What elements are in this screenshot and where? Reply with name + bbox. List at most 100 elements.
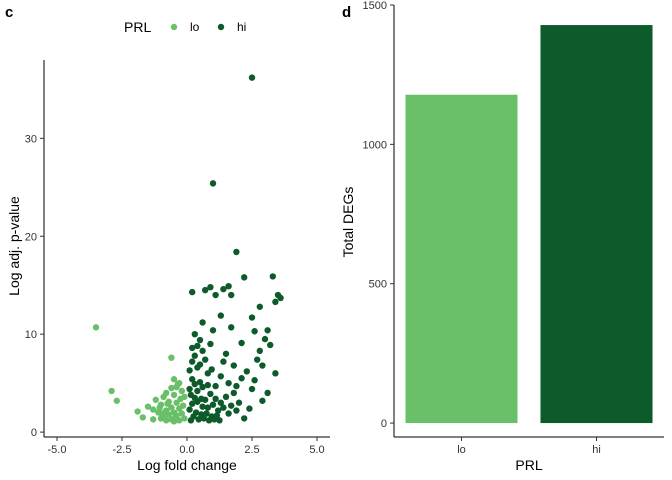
scatter-point-hi (191, 330, 198, 338)
scatter-point-hi (220, 404, 227, 411)
scatter-point-hi (222, 350, 230, 357)
scatter-point-lo (150, 416, 157, 423)
scatter-point-hi (209, 327, 217, 334)
scatter-point-lo (164, 400, 171, 407)
bars (405, 25, 653, 424)
scatter-point-hi (220, 285, 227, 293)
scatter-point-hi (213, 412, 221, 419)
scatter-point-hi (207, 340, 214, 348)
bar-y-tick-label: 1000 (363, 139, 387, 151)
scatter-point-hi (233, 248, 240, 256)
scatter-point-hi (259, 362, 266, 369)
scatter-point-hi (186, 367, 193, 374)
scatter-point-hi (251, 377, 258, 384)
scatter-y-tick-label: 30 (25, 133, 37, 145)
bar-y-tick-label: 1500 (363, 0, 387, 12)
bar-x-tick-label-lo: lo (457, 444, 466, 456)
bar-y-ticks: 0 500 1000 1500 (363, 0, 394, 430)
scatter-point-hi (189, 376, 196, 383)
scatter-point-hi (204, 381, 211, 389)
scatter-point-hi (256, 347, 263, 355)
scatter-point-hi (233, 382, 240, 390)
scatter-point-hi (217, 373, 224, 380)
scatter-point-lo (139, 414, 146, 421)
scatter-point-hi (243, 368, 250, 375)
scatter-point-hi (186, 406, 193, 413)
bar-y-axis-title: Total DEGs (340, 187, 356, 258)
scatter-x-tick-label: 2.5 (244, 444, 259, 456)
scatter-point-hi (199, 319, 206, 326)
scatter-point-hi (228, 291, 235, 299)
scatter-point-hi (199, 383, 206, 391)
scatter-y-axis-title: Log adj. p-value (6, 196, 22, 296)
scatter-point-hi (238, 339, 245, 347)
scatter-point-lo (181, 415, 188, 422)
scatter-point-hi (248, 74, 256, 81)
scatter-point-hi (189, 288, 196, 296)
scatter-legend: PRL lo hi (124, 19, 246, 35)
scatter-point-hi (220, 358, 227, 365)
scatter-point-lo (144, 403, 152, 410)
scatter-point-lo (178, 410, 185, 417)
scatter-point-hi (202, 286, 209, 294)
scatter-point-hi (259, 397, 266, 404)
scatter-point-hi (254, 356, 261, 363)
scatter-point-hi (196, 336, 204, 344)
scatter-point-lo (179, 402, 187, 409)
bar-x-tick-label-hi: hi (592, 444, 601, 456)
scatter-point-lo (150, 406, 157, 413)
scatter-points (92, 74, 284, 425)
scatter-point-hi (187, 391, 195, 399)
scatter-point-hi (256, 303, 263, 310)
bar-y-tick-label: 0 (381, 418, 387, 430)
scatter-point-hi (212, 395, 219, 403)
scatter-point-hi (215, 407, 222, 414)
scatter-point-hi (196, 378, 204, 386)
scatter-point-hi (212, 291, 219, 299)
scatter-point-hi (200, 415, 208, 422)
scatter-point-hi (204, 404, 211, 411)
scatter-point-hi (238, 375, 245, 382)
legend-label-hi: hi (237, 20, 246, 34)
scatter-point-hi (230, 389, 237, 397)
scatter-point-lo (113, 397, 121, 404)
scatter-point-lo (92, 324, 100, 331)
scatter-point-lo (134, 408, 141, 415)
scatter-point-lo (170, 376, 178, 383)
scatter-point-hi (195, 416, 202, 423)
scatter-point-hi (192, 409, 200, 416)
scatter-point-lo (152, 396, 159, 403)
scatter-x-ticks: -5.0 -2.5 0.0 2.5 5.0 (48, 437, 325, 456)
scatter-point-hi (203, 410, 210, 417)
scatter-point-hi (264, 389, 271, 397)
scatter-point-hi (212, 382, 219, 390)
scatter-y-tick-label: 10 (25, 329, 37, 341)
scatter-point-hi (189, 358, 196, 365)
scatter-point-hi (228, 402, 235, 409)
scatter-point-lo (181, 393, 188, 401)
scatter-y-ticks: 0 10 20 30 (25, 133, 44, 439)
scatter-point-hi (217, 312, 224, 319)
scatter-point-hi (196, 361, 204, 368)
scatter-x-tick-label: 5.0 (309, 444, 324, 456)
bar-x-axis-title: PRL (515, 457, 542, 473)
legend-key-lo (170, 23, 178, 31)
legend-key-hi (217, 23, 225, 31)
scatter-point-hi (199, 403, 206, 410)
scatter-point-lo (174, 380, 182, 388)
scatter-point-hi (194, 342, 201, 350)
scatter-point-hi (208, 366, 215, 373)
scatter-point-lo (168, 384, 175, 392)
scatter-point-hi (207, 390, 214, 398)
scatter-point-hi (272, 370, 279, 377)
bar-y-tick-label: 500 (369, 279, 387, 291)
scatter-point-hi (199, 347, 206, 355)
scatter-point-lo (172, 414, 179, 421)
scatter-point-hi (228, 324, 235, 331)
legend-title: PRL (124, 19, 151, 35)
scatter-y-tick-label: 0 (31, 427, 37, 439)
bar-x-ticks: lo hi (457, 437, 601, 456)
scatter-point-hi (209, 180, 217, 187)
scatter-point-hi (251, 328, 258, 335)
